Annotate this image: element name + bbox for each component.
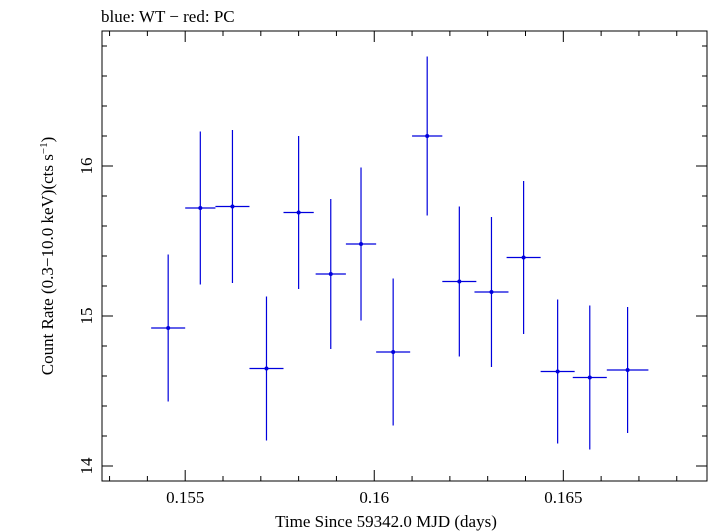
data-point xyxy=(215,130,250,283)
data-point xyxy=(345,167,377,321)
data-marker xyxy=(489,290,494,294)
data-marker xyxy=(555,369,560,374)
plot-frame xyxy=(101,30,708,482)
y-axis-label-main: Count Rate (0.3−10.0 keV)(cts s xyxy=(38,154,57,375)
x-axis-label: Time Since 59342.0 MJD (days) xyxy=(275,512,497,531)
data-marker xyxy=(521,255,526,260)
data-series xyxy=(151,56,649,450)
data-point xyxy=(606,307,649,433)
x-tick-label: 0.165 xyxy=(544,488,582,507)
data-point xyxy=(151,254,186,402)
y-axis-label-close: ) xyxy=(38,137,57,143)
x-tick-label: 0.16 xyxy=(359,488,389,507)
data-marker xyxy=(230,204,235,209)
data-marker xyxy=(391,350,396,354)
data-point xyxy=(185,131,216,285)
data-point xyxy=(442,206,477,357)
data-point xyxy=(572,305,607,450)
y-axis-label: Count Rate (0.3−10.0 keV)(cts s−1) xyxy=(38,137,57,376)
chart-title: blue: WT − red: PC xyxy=(101,7,235,26)
data-marker xyxy=(425,134,430,138)
data-point xyxy=(249,296,284,441)
y-axis: 14 15 16 xyxy=(77,45,707,475)
y-tick-label: 14 xyxy=(77,457,96,475)
x-tick-label: 0.155 xyxy=(166,488,204,507)
data-point xyxy=(474,217,509,367)
x-axis: 0.155 0.16 0.165 xyxy=(109,31,678,507)
data-point xyxy=(283,136,314,289)
y-tick-label: 15 xyxy=(77,308,96,325)
y-axis-label-superscript: −1 xyxy=(38,142,50,154)
y-tick-label: 16 xyxy=(77,158,96,175)
data-marker xyxy=(359,242,364,246)
data-point xyxy=(506,181,541,334)
data-marker xyxy=(166,326,171,330)
data-marker xyxy=(625,368,630,372)
data-point xyxy=(540,299,575,444)
data-point xyxy=(412,56,443,216)
data-marker xyxy=(198,206,203,210)
data-marker xyxy=(587,375,592,380)
data-marker xyxy=(264,366,269,371)
data-marker xyxy=(457,279,462,284)
data-marker xyxy=(296,210,301,215)
data-marker xyxy=(328,272,333,276)
data-point xyxy=(315,199,346,349)
data-point xyxy=(376,278,411,426)
